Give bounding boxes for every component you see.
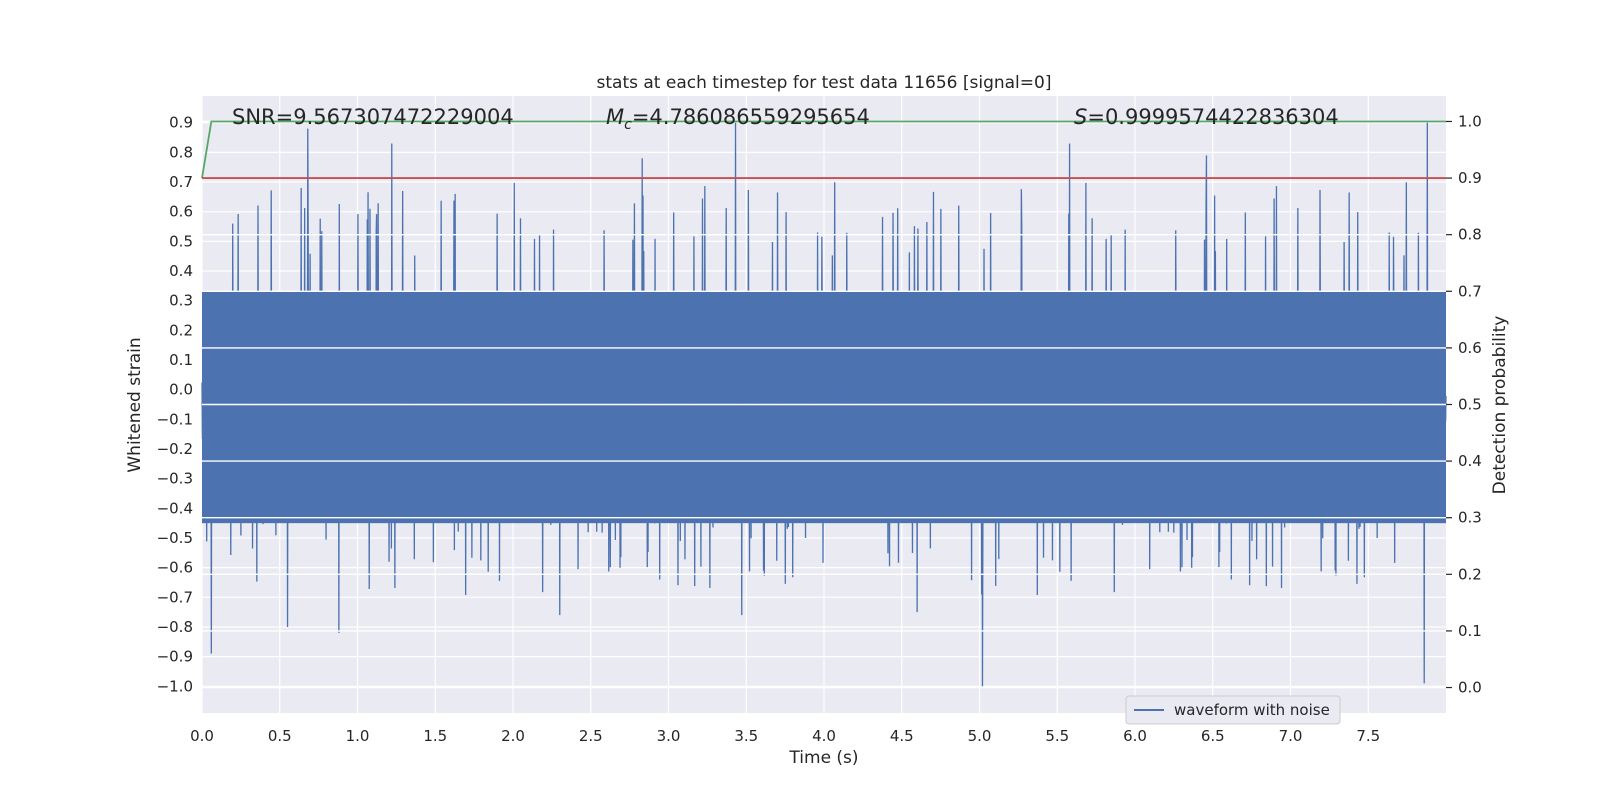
x-tick-label: 7.5 [1356, 727, 1380, 745]
x-tick-label: 4.0 [812, 727, 836, 745]
y2-tick-label: 0.1 [1458, 622, 1482, 640]
chirp-mass-symbol: M [606, 105, 624, 129]
detection-probability-line [201, 120, 1446, 179]
chart-title: stats at each timestep for test data 116… [597, 73, 1052, 93]
x-tick-label: 2.5 [579, 727, 603, 745]
x-tick-label: 4.5 [890, 727, 914, 745]
detection-stat-symbol: S [1074, 105, 1087, 129]
y2-tick-label: 1.0 [1458, 112, 1482, 130]
y-tick-label: −1.0 [157, 677, 193, 695]
y-tick-label: 0.3 [169, 292, 193, 310]
y2-tick-label: 0.7 [1458, 282, 1482, 300]
y-tick-label: 0.6 [169, 203, 193, 221]
x-tick-label: 3.0 [657, 727, 681, 745]
y-tick-label: 0.0 [169, 381, 193, 399]
y-tick-label: 0.8 [169, 143, 193, 161]
y2-tick-label: 0.9 [1458, 169, 1482, 187]
x-tick-label: 6.5 [1201, 727, 1225, 745]
x-tick-label: 5.5 [1045, 727, 1069, 745]
legend: waveform with noise [1125, 695, 1341, 725]
waveform-line [201, 122, 1447, 687]
chirp-mass-value: =4.786086559295654 [632, 105, 870, 129]
x-tick-label: 7.0 [1279, 727, 1303, 745]
x-tick-label: 6.0 [1123, 727, 1147, 745]
y-axis-label: Whitened strain [125, 337, 145, 472]
legend-label-waveform: waveform with noise [1174, 701, 1330, 719]
y-tick-label: 0.5 [169, 232, 193, 250]
x-axis-ticks: 0.0 0.5 1.0 1.5 2.0 2.5 3.0 3.5 4.0 4.5 5.0 5.5 6.0 6… [190, 727, 1380, 745]
y-tick-label: −0.3 [157, 470, 193, 488]
x-tick-label: 5.0 [968, 727, 992, 745]
y-tick-label: 0.7 [169, 173, 193, 191]
snr-annotation: SNR=9.567307472229004 [232, 105, 514, 129]
waveform-series [201, 122, 1447, 687]
y2-tick-label: 0.2 [1458, 565, 1482, 583]
y-axis-ticks: 0.9 0.8 0.7 0.6 0.5 0.4 0.3 0.2 0.1 0.0 −0.1 −0.2 −0… [157, 114, 193, 696]
x-tick-label: 1.0 [346, 727, 370, 745]
chirp-mass-annotation: Mc=4.786086559295654 [606, 105, 870, 133]
y-tick-label: 0.4 [169, 262, 193, 280]
y-tick-label: −0.6 [157, 559, 193, 577]
y-tick-label: −0.8 [157, 618, 193, 636]
y-tick-label: −0.1 [157, 410, 193, 428]
legend-box [1125, 695, 1341, 725]
chirp-mass-subscript: c [624, 117, 632, 133]
y-tick-label: −0.2 [157, 440, 193, 458]
y-tick-label: −0.7 [157, 588, 193, 606]
y-tick-label: −0.9 [157, 648, 193, 666]
y2-tick-label: 0.8 [1458, 226, 1482, 244]
x-tick-label: 3.5 [734, 727, 758, 745]
x-tick-label: 0.5 [268, 727, 292, 745]
detection-stat-annotation: S=0.9999574422836304 [1074, 105, 1339, 129]
x-tick-label: 1.5 [423, 727, 447, 745]
y2-axis-ticks: 1.0 0.9 0.8 0.7 0.6 0.5 0.4 0.3 0.2 0.1 0.0 [1446, 112, 1482, 697]
y-tick-label: −0.4 [157, 499, 193, 517]
y2-tick-label: 0.5 [1458, 396, 1482, 414]
probability-lines [201, 120, 1446, 179]
y-tick-label: 0.2 [169, 321, 193, 339]
x-tick-label: 0.0 [190, 727, 214, 745]
y2-tick-label: 0.4 [1458, 452, 1482, 470]
detection-stat-value: =0.9999574422836304 [1087, 105, 1338, 129]
y2-tick-label: 0.0 [1458, 679, 1482, 697]
y-tick-label: 0.9 [169, 114, 193, 132]
y-tick-label: 0.1 [169, 351, 193, 369]
y2-tick-label: 0.6 [1458, 339, 1482, 357]
y-tick-label: −0.5 [157, 529, 193, 547]
y2-tick-label: 0.3 [1458, 509, 1482, 527]
y2-axis-label: Detection probability [1490, 316, 1510, 495]
x-tick-label: 2.0 [501, 727, 525, 745]
x-axis-label: Time (s) [788, 748, 858, 768]
